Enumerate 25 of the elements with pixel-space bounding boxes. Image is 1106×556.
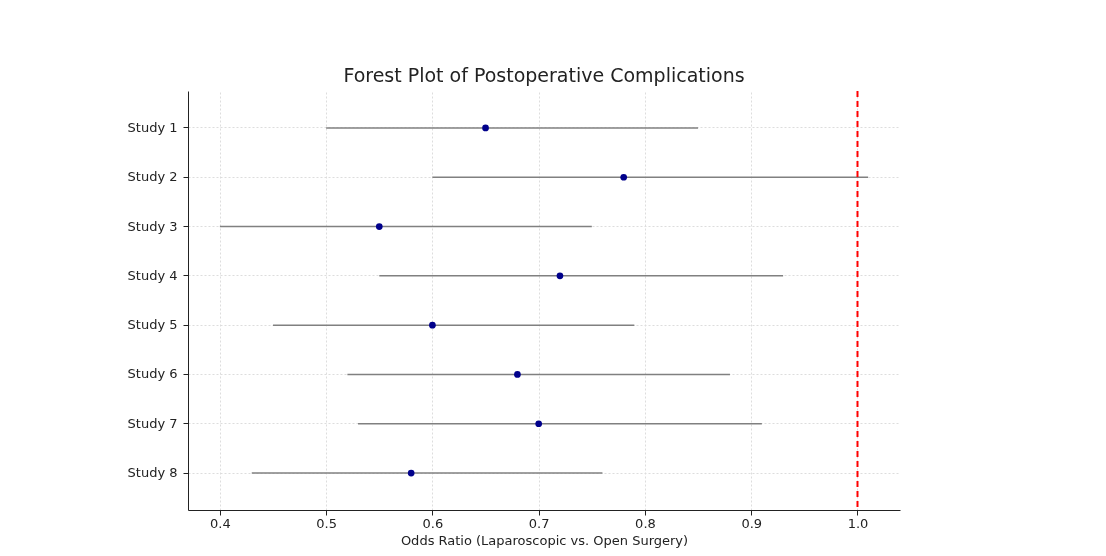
y-tick-label: Study 2 — [127, 169, 178, 185]
y-tick-label: Study 3 — [127, 218, 178, 234]
x-tick-label: 0.5 — [316, 515, 337, 531]
y-tick-label: Study 4 — [127, 267, 178, 283]
x-tick-label: 0.9 — [741, 515, 763, 531]
point — [429, 321, 436, 329]
point — [375, 223, 383, 230]
y-tick-label: Study 7 — [127, 415, 178, 431]
chart-title: Forest Plot of Postoperative Complications — [343, 64, 745, 86]
point — [535, 420, 543, 428]
x-tick-label: 0.4 — [210, 515, 231, 531]
x-tick-label: 0.8 — [635, 515, 656, 531]
point — [407, 469, 415, 477]
y-tick-label: Study 6 — [127, 366, 178, 382]
point — [620, 173, 628, 181]
y-tick-label: Study 1 — [127, 119, 178, 135]
point — [556, 272, 564, 280]
x-axis-title: Odds Ratio (Laparoscopic vs. Open Surgery) — [400, 532, 689, 548]
x-tick-label: 0.7 — [528, 515, 550, 531]
y-tick-label: Study 8 — [127, 465, 178, 481]
x-tick-label: 0.6 — [422, 515, 444, 531]
x-tick-label: 1.0 — [847, 515, 869, 531]
y-tick-label: Study 5 — [127, 317, 178, 333]
point — [482, 124, 489, 132]
point — [514, 371, 521, 378]
